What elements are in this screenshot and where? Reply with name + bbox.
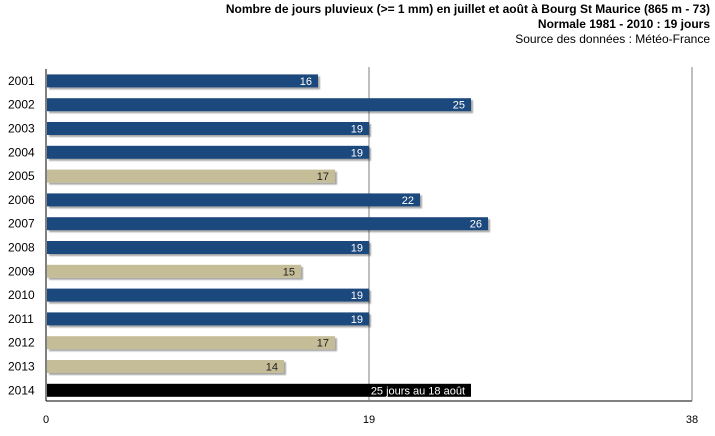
value-label: 22 (402, 195, 414, 207)
bar (47, 360, 284, 373)
value-label: 19 (351, 290, 363, 302)
value-label: 17 (317, 171, 329, 183)
category-label: 2010 (8, 288, 35, 302)
category-label: 2002 (8, 98, 35, 112)
bar (47, 264, 301, 278)
bar (47, 288, 369, 302)
chart-title: Nombre de jours pluvieux (>= 1 mm) en ju… (225, 2, 710, 16)
category-label: 2004 (8, 145, 35, 159)
bar (47, 169, 335, 183)
value-label: 17 (317, 338, 329, 350)
value-label: 14 (266, 362, 278, 374)
category-label: 2013 (8, 360, 35, 374)
bar (47, 336, 335, 350)
category-label: 2008 (8, 241, 35, 255)
category-label: 2001 (8, 74, 35, 88)
category-label: 2007 (8, 217, 35, 231)
chart-source: Source des données : Météo-France (515, 32, 710, 46)
value-label: 15 (283, 266, 295, 278)
x-tick-label: 0 (43, 414, 49, 426)
category-label: 2009 (8, 264, 35, 278)
value-label: 16 (300, 76, 312, 88)
value-label: 19 (351, 314, 363, 326)
category-label: 2011 (8, 312, 34, 326)
x-tick-label: 38 (686, 414, 698, 426)
value-label: 19 (351, 124, 363, 136)
value-label: 25 jours au 18 août (371, 385, 465, 397)
chart-titles: Nombre de jours pluvieux (>= 1 mm) en ju… (226, 2, 710, 47)
bar (47, 193, 420, 207)
value-label: 26 (470, 219, 482, 231)
value-label: 19 (351, 243, 363, 255)
bar (47, 74, 318, 88)
bar (47, 383, 471, 397)
category-label: 2005 (8, 169, 35, 183)
bar (47, 312, 369, 326)
category-label: 2014 (8, 383, 35, 397)
bar (47, 241, 369, 254)
category-label: 2006 (8, 193, 35, 207)
category-label: 2012 (8, 336, 35, 350)
category-label: 2003 (8, 122, 35, 136)
bar (47, 122, 369, 135)
x-tick-label: 19 (363, 414, 375, 426)
value-label: 19 (351, 147, 363, 159)
bar (47, 217, 488, 231)
bar (47, 145, 369, 159)
value-label: 25 (453, 100, 465, 112)
chart-subtitle: Normale 1981 - 2010 : 19 jours (537, 17, 710, 31)
bar (47, 98, 471, 112)
